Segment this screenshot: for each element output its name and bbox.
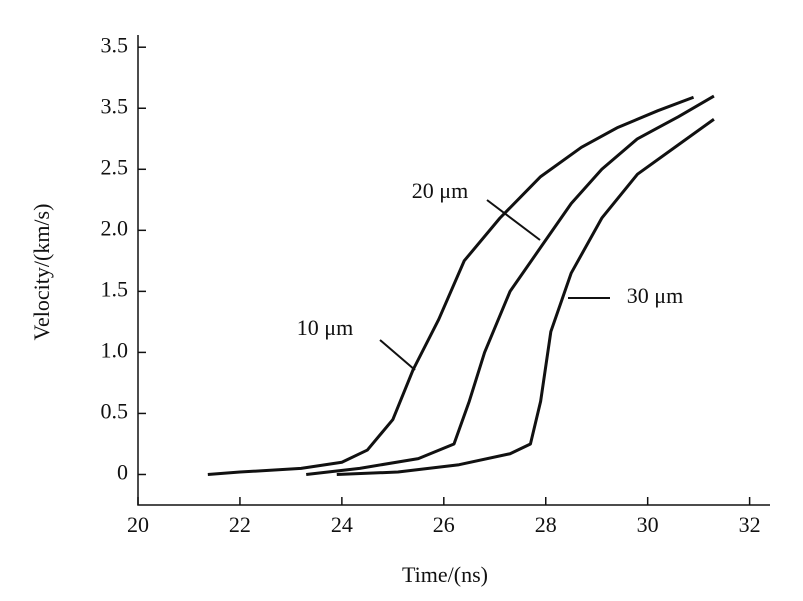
y-tick-label: 2.0 — [101, 215, 129, 240]
y-tick-label: 0 — [117, 460, 128, 485]
y-axis-label: Velocity/(km/s) — [29, 204, 54, 341]
x-tick-label: 32 — [739, 512, 761, 537]
series-label: 10 μm — [297, 315, 353, 340]
series-label: 30 μm — [627, 283, 683, 308]
x-axis-label: Time/(ns) — [402, 562, 488, 587]
x-tick-label: 28 — [535, 512, 557, 537]
leader-line — [486, 199, 541, 241]
x-tick-label: 30 — [637, 512, 659, 537]
curve — [336, 118, 715, 476]
y-tick-label: 3.5 — [101, 32, 129, 57]
curve — [207, 95, 695, 476]
x-tick-label: 20 — [127, 512, 149, 537]
curve — [306, 94, 715, 476]
y-tick-label: 0.5 — [101, 398, 129, 423]
x-tick-label: 24 — [331, 512, 353, 537]
x-tick-label: 26 — [433, 512, 455, 537]
y-tick-label: 2.5 — [101, 154, 129, 179]
x-tick-label: 22 — [229, 512, 251, 537]
series-label: 20 μm — [412, 178, 468, 203]
y-tick-label: 1.5 — [101, 276, 129, 301]
y-tick-label: 1.0 — [101, 337, 129, 362]
leader-line — [379, 339, 416, 371]
y-tick-label: 3.5 — [101, 93, 129, 118]
